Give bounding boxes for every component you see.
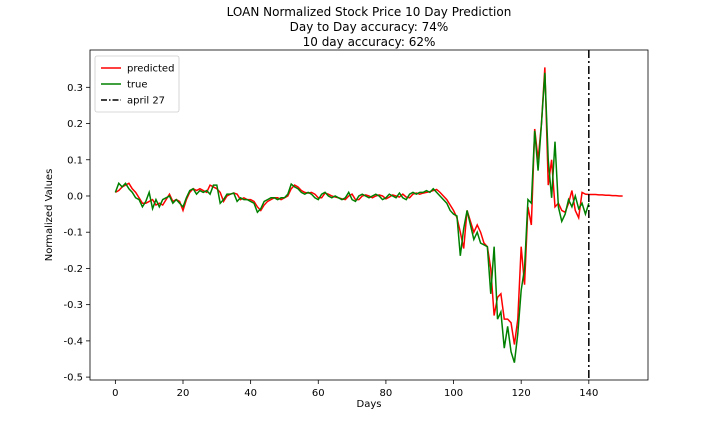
y-tick-label: 0.3 bbox=[67, 83, 83, 94]
data-line bbox=[114, 72, 590, 363]
y-tick-label: -0.1 bbox=[63, 228, 83, 239]
y-tick-label: 0.0 bbox=[67, 191, 83, 202]
chart-subtitle: Day to Day accuracy: 74% bbox=[290, 20, 449, 34]
y-tick-label: -0.5 bbox=[63, 373, 83, 384]
x-axis-label: Days bbox=[357, 399, 382, 410]
y-tick-label: -0.4 bbox=[63, 336, 83, 347]
x-tick-label: 20 bbox=[177, 388, 190, 399]
y-axis-label: Normalized Values bbox=[44, 169, 55, 262]
plot-frame bbox=[89, 49, 649, 381]
y-tick-label: -0.2 bbox=[63, 264, 83, 275]
y-tick-label: 0.2 bbox=[67, 119, 83, 130]
x-tick-label: 80 bbox=[380, 388, 393, 399]
y-tick-label: -0.3 bbox=[63, 300, 83, 311]
legend-box bbox=[94, 55, 180, 113]
x-tick-label: 0 bbox=[112, 388, 118, 399]
legend-label: true bbox=[127, 80, 148, 91]
x-tick-label: 140 bbox=[579, 388, 598, 399]
legend-label: april 27 bbox=[127, 96, 165, 107]
x-tick-label: 40 bbox=[244, 388, 257, 399]
y-tick-label: 0.1 bbox=[67, 155, 83, 166]
x-tick-label: 100 bbox=[444, 388, 463, 399]
data-line bbox=[115, 67, 623, 345]
x-tick-label: 60 bbox=[312, 388, 325, 399]
chart-subtitle: 10 day accuracy: 62% bbox=[303, 35, 436, 49]
legend-label: predicted bbox=[127, 64, 174, 75]
chart-title: LOAN Normalized Stock Price 10 Day Predi… bbox=[227, 5, 512, 19]
x-tick-label: 120 bbox=[512, 388, 531, 399]
